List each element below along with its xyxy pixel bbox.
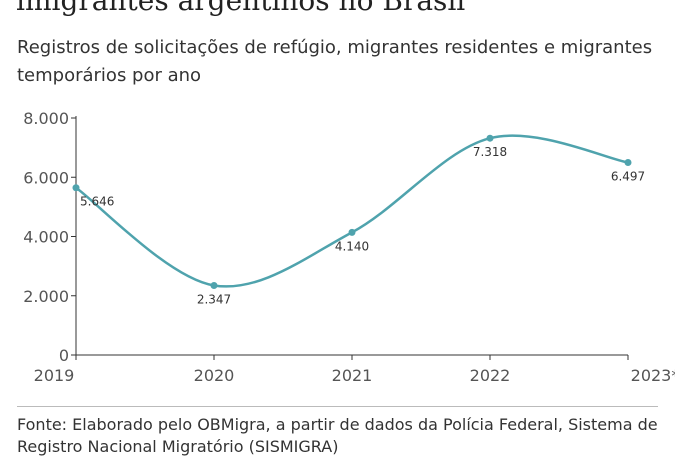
data-point xyxy=(210,281,218,289)
x-tick-label: 2022 xyxy=(470,366,511,385)
series-line xyxy=(75,134,629,288)
x-tick-label: 2019 xyxy=(34,366,75,385)
x-tick-label: 2020 xyxy=(194,366,235,385)
y-tick-label: 8.000 xyxy=(23,109,69,128)
data-label: 7.318 xyxy=(473,145,507,159)
y-tick-label: 4.000 xyxy=(23,228,69,247)
data-point xyxy=(72,184,80,192)
data-point xyxy=(624,159,632,167)
data-label: 4.140 xyxy=(335,239,369,253)
y-tick-label: 2.000 xyxy=(23,287,69,306)
data-label: 6.497 xyxy=(611,170,645,184)
data-label: 2.347 xyxy=(197,292,231,306)
x-tick-label: 2021 xyxy=(332,366,373,385)
source-note: Fonte: Elaborado pelo OBMigra, a partir … xyxy=(17,415,658,456)
data-label: 5.646 xyxy=(80,195,114,209)
data-point xyxy=(486,134,494,142)
y-tick-label: 6.000 xyxy=(23,168,69,187)
chart-title: imigrantes argentinos no Brasil xyxy=(16,0,466,17)
divider xyxy=(17,406,658,407)
x-tick-label: 2023* xyxy=(631,366,675,385)
chart-subtitle: Registros de solicitações de refúgio, mi… xyxy=(17,37,653,86)
y-tick-label: 0 xyxy=(59,346,69,365)
data-point xyxy=(348,228,356,236)
